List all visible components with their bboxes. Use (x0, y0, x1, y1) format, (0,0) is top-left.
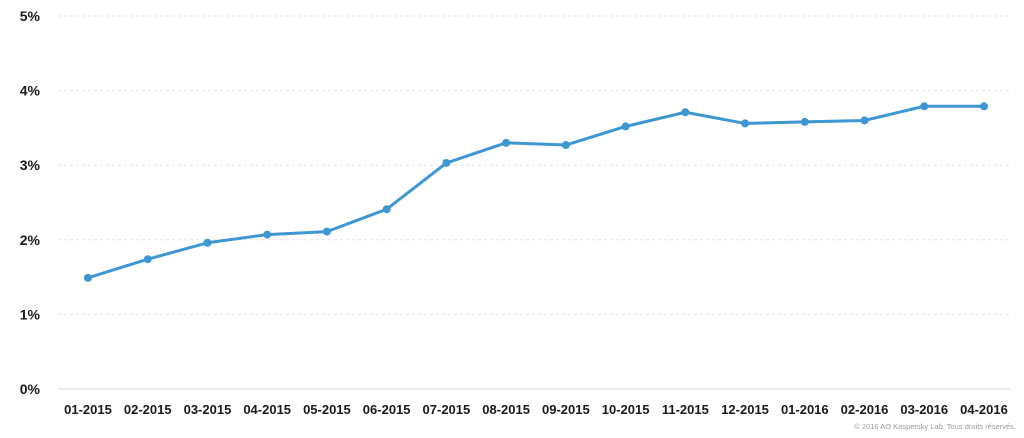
series (84, 102, 988, 282)
data-point (561, 141, 570, 150)
x-tick-label: 02-2016 (841, 402, 889, 417)
x-tick-label: 01-2015 (64, 402, 112, 417)
data-point (621, 122, 630, 131)
data-point (143, 255, 152, 264)
x-tick-label: 07-2015 (423, 402, 471, 417)
series-line (86, 104, 986, 280)
data-point (84, 273, 92, 282)
y-tick-label: 3% (20, 157, 41, 173)
x-tick-label: 09-2015 (542, 402, 590, 417)
data-point (800, 117, 809, 126)
y-tick-label: 4% (20, 83, 41, 99)
x-tick-label: 08-2015 (482, 402, 530, 417)
y-tick-label: 0% (20, 381, 41, 397)
copyright-notice: © 2016 AO Kaspersky Lab. Tous droits rés… (854, 422, 1016, 431)
x-tick-label: 03-2015 (184, 402, 232, 417)
gridlines (58, 15, 1010, 390)
data-point (741, 119, 750, 128)
x-tick-label: 03-2016 (900, 402, 948, 417)
data-point (980, 102, 988, 111)
data-point (502, 138, 511, 147)
data-point (382, 205, 391, 214)
x-tick-label: 02-2015 (124, 402, 172, 417)
data-point (860, 116, 869, 125)
y-tick-label: 5% (20, 8, 41, 24)
data-point (442, 158, 451, 167)
x-tick-label: 06-2015 (363, 402, 411, 417)
x-tick-label: 10-2015 (602, 402, 650, 417)
data-point (920, 102, 929, 111)
x-tick-label: 01-2016 (781, 402, 829, 417)
x-tick-label: 12-2015 (721, 402, 769, 417)
data-point (681, 108, 690, 117)
y-tick-label: 2% (20, 232, 41, 248)
y-axis: 0% 1% 2% 3% 4% 5% (20, 8, 41, 397)
data-point (322, 227, 331, 236)
x-tick-label: 11-2015 (662, 402, 709, 417)
x-tick-label: 04-2015 (243, 402, 291, 417)
data-point (263, 230, 272, 239)
y-tick-label: 1% (20, 306, 41, 322)
x-tick-label: 04-2016 (960, 402, 1008, 417)
x-axis: 01-2015 02-2015 03-2015 04-2015 05-2015 06-20… (64, 402, 1008, 417)
data-point (203, 238, 212, 247)
x-tick-label: 05-2015 (303, 402, 351, 417)
